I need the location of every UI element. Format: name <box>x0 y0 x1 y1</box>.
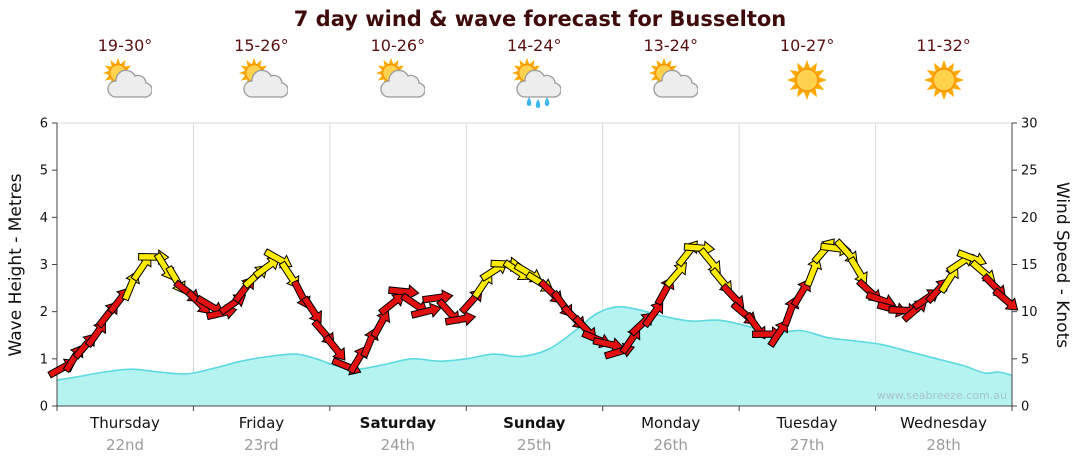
day-temperature: 11-32° <box>916 36 971 55</box>
left-axis-tick-label: 2 <box>40 305 48 320</box>
wind-arrow <box>388 284 420 300</box>
day-header: 14-24° <box>466 36 602 109</box>
day-date: 26th <box>653 436 688 454</box>
wind-arrow <box>252 257 281 279</box>
day-date: 25th <box>517 436 552 454</box>
wind-arrow <box>767 319 789 348</box>
wind-arrow <box>410 302 442 319</box>
wave-height-line <box>56 305 1013 381</box>
day-name: Friday <box>238 414 285 432</box>
right-axis-title: Wind Speed - Knots <box>1052 181 1072 349</box>
wind-arrow <box>663 261 687 289</box>
sun-cloud-icon <box>330 57 466 103</box>
day-name: Wednesday <box>900 414 987 432</box>
day-label: Tuesday 27th <box>739 414 875 454</box>
day-label: Friday 23rd <box>193 414 329 454</box>
left-axis-tick-label: 6 <box>40 117 48 132</box>
right-axis-tick-label: 25 <box>1021 164 1038 179</box>
wave-height-area <box>57 306 1012 406</box>
sun-cloud-icon <box>57 57 193 103</box>
day-temperature: 19-30° <box>97 36 153 55</box>
watermark: www.seabreeze.com.au <box>877 389 1007 402</box>
wind-arrow <box>422 289 454 305</box>
day-header: 15-26° <box>193 36 329 103</box>
wind-arrow <box>130 253 152 282</box>
wind-arrow <box>84 320 107 349</box>
day-temperature: 10-27° <box>779 36 835 55</box>
day-name: Sunday <box>503 414 566 432</box>
day-name: Saturday <box>359 414 437 432</box>
left-axis-tick-label: 1 <box>40 352 48 367</box>
day-label: Thursday 22nd <box>57 414 193 454</box>
right-axis-tick-label: 0 <box>1021 400 1029 415</box>
day-header: 10-27° <box>739 36 875 103</box>
page-title: 7 day wind & wave forecast for Busselton <box>293 7 787 31</box>
day-date: 23rd <box>244 436 279 454</box>
wind-arrow <box>370 309 391 339</box>
right-axis-tick-label: 30 <box>1021 117 1038 132</box>
wind-arrow <box>322 334 346 361</box>
sun-cloud-icon <box>193 57 329 103</box>
left-axis-tick-label: 5 <box>40 164 48 179</box>
left-axis-tick-label: 4 <box>40 211 48 226</box>
wind-arrow <box>803 256 823 288</box>
day-label: Monday 26th <box>603 414 739 454</box>
right-axis-tick-label: 15 <box>1021 258 1038 273</box>
wind-arrow <box>641 300 664 329</box>
day-name: Monday <box>641 414 701 432</box>
day-name: Thursday <box>90 414 160 432</box>
day-header: 11-32° <box>876 36 1012 103</box>
day-label: Saturday 24th <box>330 414 466 454</box>
day-label: Sunday 25th <box>466 414 602 454</box>
day-temperature: 14-24° <box>507 36 562 55</box>
wind-arrow <box>444 310 477 327</box>
day-date: 27th <box>789 436 825 454</box>
day-header: 13-24° <box>603 36 739 103</box>
sun-cloud-showers-icon <box>466 57 602 109</box>
day-date: 22nd <box>105 436 145 454</box>
wind-arrow <box>301 295 322 324</box>
wind-arrow <box>675 240 698 268</box>
day-temperature: 13-24° <box>643 36 698 55</box>
day-temperature: 10-26° <box>370 36 426 55</box>
right-axis-tick-label: 5 <box>1021 352 1029 367</box>
left-axis-tick-label: 3 <box>40 258 48 273</box>
right-axis-tick-label: 20 <box>1021 211 1038 226</box>
left-axis-tick-label: 0 <box>40 400 48 415</box>
day-header: 10-26° <box>330 36 466 103</box>
sun-icon <box>876 57 1012 103</box>
right-axis-tick-label: 10 <box>1021 305 1038 320</box>
sun-cloud-icon <box>603 57 739 103</box>
day-date: 28th <box>926 436 961 454</box>
day-date: 24th <box>380 436 416 454</box>
left-axis-title: Wave Height - Metres <box>6 173 26 357</box>
day-label: Wednesday 28th <box>876 414 1012 454</box>
day-header: 19-30° <box>57 36 193 103</box>
day-name: Tuesday <box>776 414 838 432</box>
wind-arrow <box>992 287 1019 311</box>
sun-icon <box>739 57 875 103</box>
day-temperature: 15-26° <box>234 36 289 55</box>
